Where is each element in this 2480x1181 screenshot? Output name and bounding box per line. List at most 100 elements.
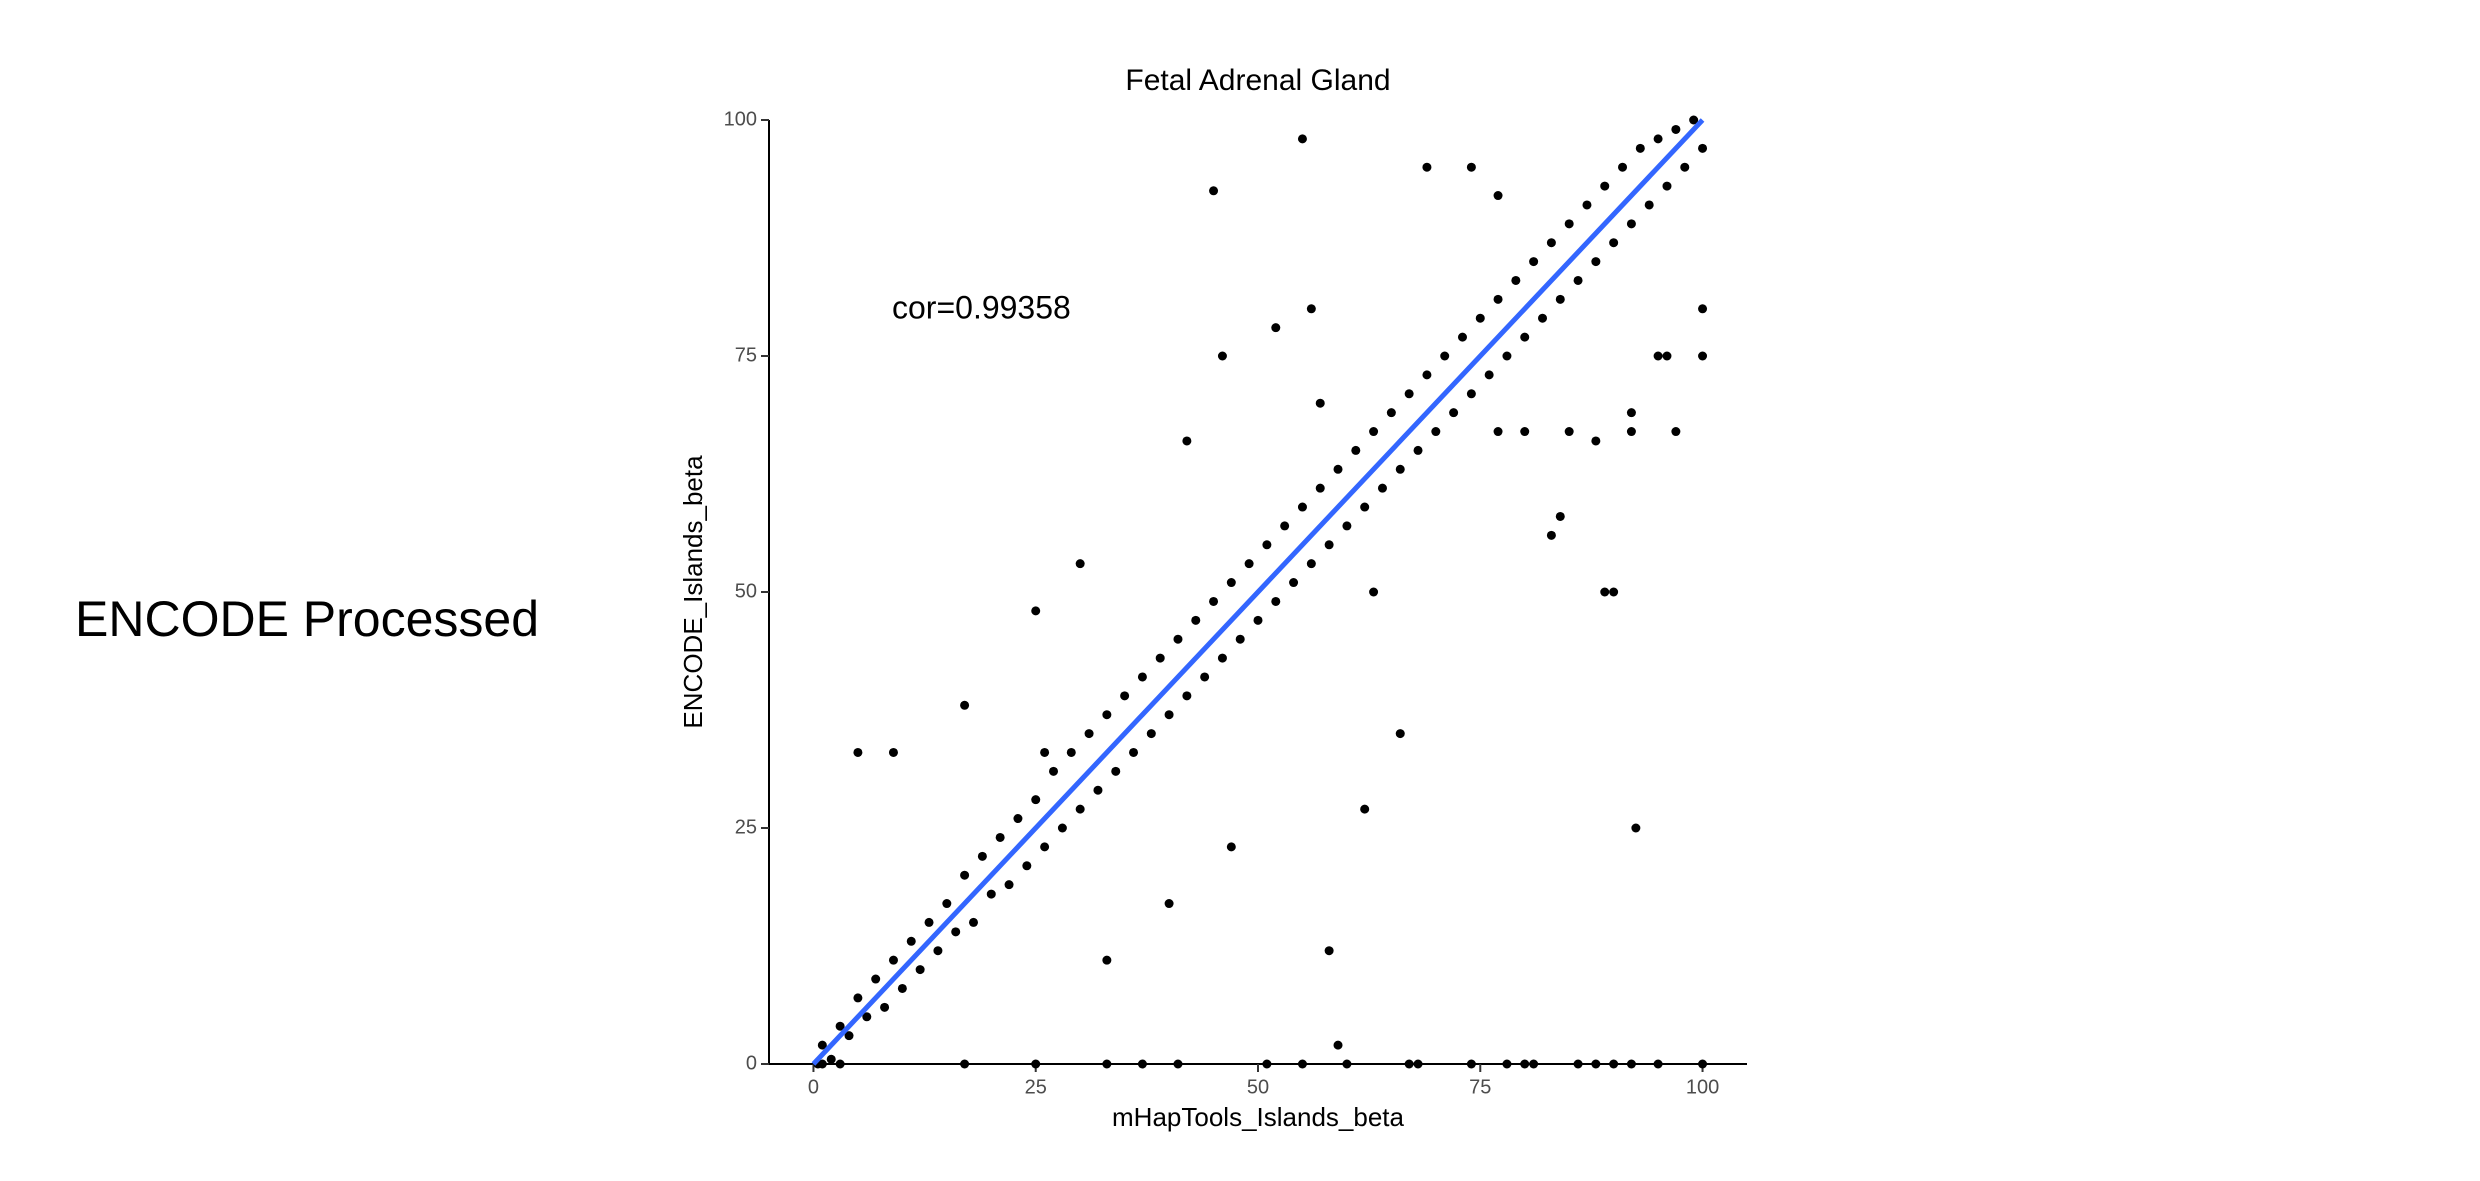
point — [1689, 115, 1699, 125]
side-label: ENCODE Processed — [75, 591, 539, 647]
point — [1369, 427, 1379, 437]
x-tick-label: 25 — [1025, 1076, 1047, 1098]
point — [862, 1012, 872, 1022]
point — [1351, 445, 1361, 455]
point — [1164, 899, 1174, 909]
point — [1475, 313, 1485, 323]
point — [1538, 313, 1548, 323]
point — [1662, 181, 1672, 191]
point — [1466, 162, 1476, 172]
point — [1226, 842, 1236, 852]
point — [1600, 181, 1610, 191]
point — [1644, 200, 1654, 210]
point — [1066, 747, 1076, 757]
point — [1404, 1059, 1414, 1069]
point — [986, 889, 996, 899]
point — [1271, 323, 1281, 333]
point — [1698, 1059, 1708, 1069]
point — [1386, 408, 1396, 418]
point — [1546, 530, 1556, 540]
point — [1057, 823, 1067, 833]
point — [995, 832, 1005, 842]
point — [888, 747, 898, 757]
x-tick-label: 100 — [1686, 1076, 1719, 1098]
point — [942, 899, 952, 909]
point — [1466, 1059, 1476, 1069]
point — [1564, 219, 1574, 229]
point — [1529, 1059, 1539, 1069]
point — [888, 955, 898, 965]
point — [1369, 587, 1379, 597]
y-tick-label: 50 — [735, 580, 757, 602]
point — [1342, 1059, 1352, 1069]
point — [1698, 351, 1708, 361]
point — [1075, 804, 1085, 814]
x-tick-label: 75 — [1469, 1076, 1491, 1098]
point — [1013, 814, 1023, 824]
point — [835, 1059, 845, 1069]
point — [1324, 946, 1334, 956]
point — [1209, 186, 1219, 196]
point — [1084, 729, 1094, 739]
point — [1040, 747, 1050, 757]
point — [1324, 540, 1334, 550]
point — [1262, 1059, 1272, 1069]
point — [1609, 587, 1619, 597]
point — [1315, 483, 1325, 493]
point — [1217, 351, 1227, 361]
point — [906, 936, 916, 946]
point — [1413, 445, 1423, 455]
point — [1635, 143, 1645, 153]
point — [1297, 502, 1307, 512]
point — [1457, 332, 1467, 342]
point — [1631, 823, 1641, 833]
point — [1129, 747, 1139, 757]
point — [1502, 351, 1512, 361]
point — [1075, 559, 1085, 569]
point — [1609, 1059, 1619, 1069]
point — [1377, 483, 1387, 493]
point — [1182, 691, 1192, 701]
annotation: cor=0.99358 — [892, 289, 1071, 325]
point — [1618, 162, 1628, 172]
point — [1146, 729, 1156, 739]
point — [1173, 634, 1183, 644]
point — [1395, 729, 1405, 739]
point — [1289, 578, 1299, 588]
point — [1653, 351, 1663, 361]
x-tick-label: 0 — [808, 1076, 819, 1098]
y-tick-label: 100 — [724, 108, 757, 130]
point — [853, 747, 863, 757]
point — [1626, 1059, 1636, 1069]
point — [1297, 134, 1307, 144]
point — [1698, 304, 1708, 314]
point — [1591, 1059, 1601, 1069]
point — [1564, 427, 1574, 437]
fit-line — [811, 118, 1705, 1066]
point — [1342, 521, 1352, 531]
point — [1520, 427, 1530, 437]
y-tick-label: 25 — [735, 816, 757, 838]
point — [1200, 672, 1210, 682]
point — [1155, 653, 1165, 663]
point — [1173, 1059, 1183, 1069]
point — [1262, 540, 1272, 550]
point — [826, 1054, 836, 1064]
point — [951, 927, 961, 937]
point — [1440, 351, 1450, 361]
point — [897, 983, 907, 993]
point — [1226, 578, 1236, 588]
point — [1493, 191, 1503, 201]
point — [1244, 559, 1254, 569]
point — [924, 917, 934, 927]
point — [1315, 398, 1325, 408]
point — [977, 851, 987, 861]
point — [853, 993, 863, 1003]
point — [1235, 634, 1245, 644]
point — [1395, 464, 1405, 474]
y-axis-label: ENCODE_Islands_beta — [678, 455, 708, 729]
point — [880, 1002, 890, 1012]
point — [1653, 134, 1663, 144]
point — [1297, 1059, 1307, 1069]
